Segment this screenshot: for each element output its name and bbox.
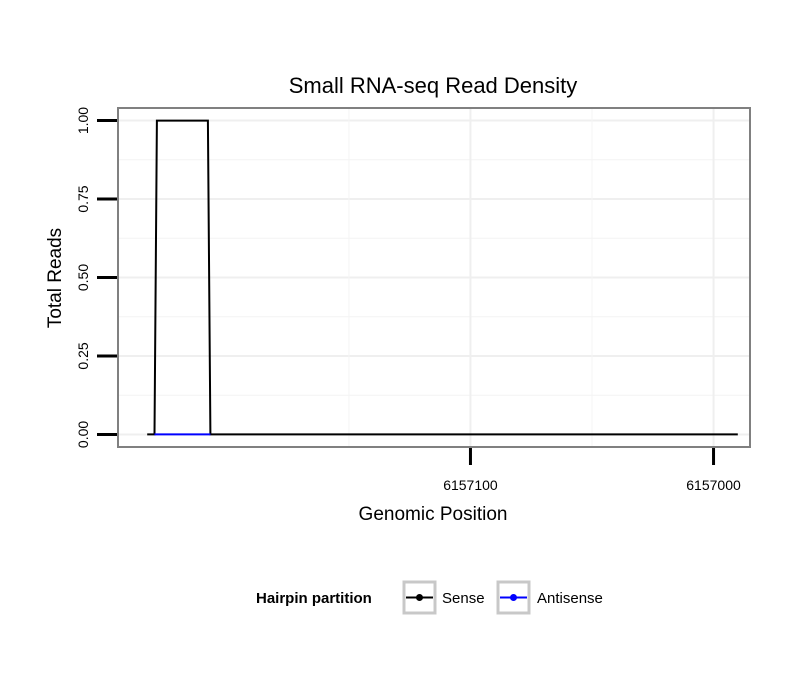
x-axis: 6157100 6157000 (443, 448, 741, 493)
legend-items: Sense Antisense (402, 580, 603, 615)
y-tick-label: 0.25 (75, 342, 91, 369)
x-tick-label: 6157100 (443, 477, 498, 493)
y-axis: 0.00 0.25 0.50 0.75 1.00 (75, 107, 117, 448)
y-tick-label: 1.00 (75, 107, 91, 134)
legend-label-antisense: Antisense (537, 590, 603, 607)
legend-key-dot-sense (416, 594, 423, 601)
legend-key-dot-antisense (510, 594, 517, 601)
legend-label-sense: Sense (442, 590, 485, 607)
grid-lines (118, 108, 750, 447)
legend-title: Hairpin partition (256, 590, 372, 607)
plot-border (117, 107, 751, 448)
y-tick-label: 0.00 (75, 421, 91, 448)
y-tick-label: 0.75 (75, 185, 91, 212)
series-layer (147, 119, 738, 436)
y-tick-label: 0.50 (75, 264, 91, 291)
x-tick-label: 6157000 (686, 477, 741, 493)
x-axis-title: Genomic Position (359, 504, 508, 525)
chart-title: Small RNA-seq Read Density (289, 73, 578, 98)
legend: Hairpin partition Sense Antisense (256, 580, 603, 615)
y-axis-title: Total Reads (45, 228, 66, 328)
